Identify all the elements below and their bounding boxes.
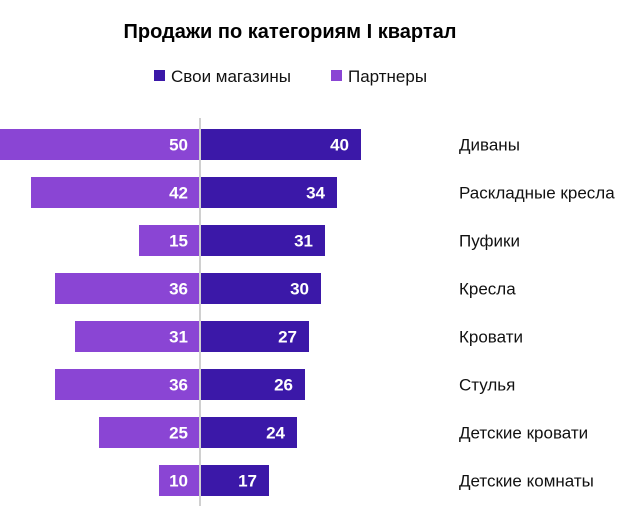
chart-title: Продажи по категориям I квартал <box>124 21 457 43</box>
bar-own-stores <box>201 369 305 400</box>
bar-own-stores <box>201 225 325 256</box>
bar-own-stores <box>201 177 337 208</box>
data-label-partners: 31 <box>169 328 188 347</box>
data-label-own-stores: 24 <box>266 424 285 443</box>
legend: Свои магазины Партнеры <box>154 67 427 86</box>
bar-partners <box>0 129 199 160</box>
category-label: Детские кровати <box>459 424 588 443</box>
data-label-own-stores: 40 <box>330 136 349 155</box>
data-label-own-stores: 26 <box>274 376 293 395</box>
bar-partners <box>139 225 199 256</box>
legend-label: Партнеры <box>348 67 427 86</box>
bar-partners <box>55 369 199 400</box>
category-label: Диваны <box>459 136 520 155</box>
bar-partners <box>75 321 199 352</box>
bar-partners <box>159 465 199 496</box>
category-label: Кресла <box>459 280 516 299</box>
data-label-partners: 10 <box>169 472 188 491</box>
data-label-partners: 25 <box>169 424 188 443</box>
data-label-partners: 36 <box>169 376 188 395</box>
legend-swatch <box>154 70 165 81</box>
bar-partners <box>55 273 199 304</box>
data-label-own-stores: 17 <box>238 472 257 491</box>
data-label-partners: 42 <box>169 184 188 203</box>
data-label-partners: 15 <box>169 232 188 251</box>
bar-own-stores <box>201 321 309 352</box>
bar-own-stores <box>201 417 297 448</box>
data-label-own-stores: 30 <box>290 280 309 299</box>
legend-swatch <box>331 70 342 81</box>
data-label-partners: 50 <box>169 136 188 155</box>
bar-partners <box>31 177 199 208</box>
legend-label: Свои магазины <box>171 67 291 86</box>
data-label-partners: 36 <box>169 280 188 299</box>
category-label: Стулья <box>459 376 515 395</box>
bar-own-stores <box>201 273 321 304</box>
bar-partners <box>99 417 199 448</box>
bar-own-stores <box>201 465 269 496</box>
data-label-own-stores: 27 <box>278 328 297 347</box>
data-label-own-stores: 31 <box>294 232 313 251</box>
data-label-own-stores: 34 <box>306 184 325 203</box>
bar-own-stores <box>201 129 361 160</box>
category-label: Детские комнаты <box>459 472 594 491</box>
category-label: Раскладные кресла <box>459 184 615 203</box>
category-label: Пуфики <box>459 232 520 251</box>
bars: 50 40 Диваны 42 34 Раскладные кресла 15 31 Пуфик… <box>0 118 615 506</box>
category-label: Кровати <box>459 328 523 347</box>
